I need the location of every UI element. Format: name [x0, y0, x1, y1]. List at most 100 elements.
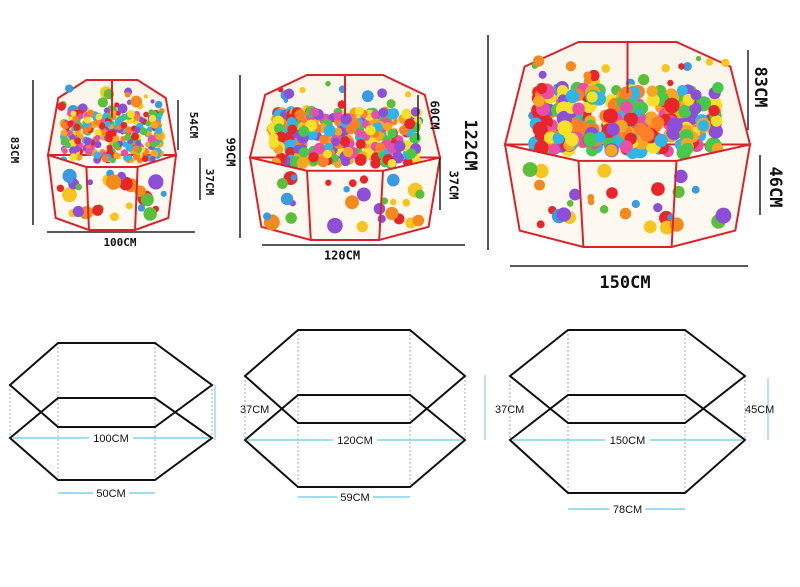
dot — [377, 88, 387, 99]
ball — [298, 147, 310, 158]
ball — [355, 128, 365, 138]
dot — [715, 207, 732, 224]
dot — [619, 207, 632, 220]
dot — [373, 202, 386, 215]
ball — [387, 159, 397, 168]
dot — [299, 87, 306, 94]
dot — [57, 102, 66, 111]
dot — [536, 220, 545, 229]
ball — [150, 121, 159, 129]
dot — [86, 179, 94, 186]
ball — [394, 140, 406, 152]
dot — [283, 98, 289, 103]
dot — [97, 97, 108, 108]
ball — [708, 104, 720, 117]
ball — [84, 116, 92, 124]
ball — [309, 107, 320, 117]
ball — [355, 139, 366, 149]
dot — [721, 58, 730, 68]
dot — [402, 198, 411, 207]
label-bg — [333, 433, 377, 447]
ball — [154, 126, 163, 135]
ball — [120, 121, 128, 129]
ball — [143, 111, 149, 118]
dot — [66, 176, 74, 184]
ball — [697, 120, 710, 132]
dot — [377, 214, 386, 223]
dimension-label: 99CM — [224, 138, 238, 167]
ball — [60, 137, 69, 145]
dot — [588, 69, 600, 82]
dot — [143, 207, 157, 221]
dimension-label: 150CM — [599, 273, 650, 293]
dimension-label: 37CM — [203, 169, 216, 196]
dot — [143, 94, 148, 99]
ball — [134, 126, 141, 134]
hexagon — [508, 329, 747, 424]
ball — [94, 128, 102, 137]
dot — [606, 187, 618, 199]
dimension-label: 59CM — [340, 492, 369, 504]
dot — [114, 102, 120, 108]
ball — [534, 129, 547, 142]
ball — [572, 102, 585, 116]
ball — [318, 134, 329, 145]
ball — [676, 84, 688, 96]
ball — [61, 121, 70, 130]
dot — [643, 220, 657, 234]
dot — [92, 204, 104, 216]
pit-seam — [378, 170, 384, 241]
ball — [371, 110, 380, 120]
ball — [94, 141, 102, 149]
dot — [556, 207, 572, 222]
ball — [333, 127, 343, 136]
ball — [115, 123, 122, 131]
dot — [599, 204, 609, 214]
dimension-label: 150CM — [610, 435, 645, 447]
ball — [294, 109, 306, 121]
ball — [708, 124, 724, 139]
dot — [130, 95, 143, 108]
ball — [557, 120, 573, 136]
dot — [415, 189, 425, 199]
ball — [83, 137, 92, 146]
ball — [313, 142, 326, 155]
ball — [365, 125, 376, 136]
ball — [620, 100, 633, 114]
ball — [145, 120, 152, 127]
ball-pit — [46, 79, 178, 231]
dimension-label: 78CM — [613, 504, 642, 516]
dot — [569, 188, 581, 201]
ball-pit — [248, 74, 442, 241]
dot — [125, 202, 133, 210]
dot — [661, 64, 670, 73]
ball — [308, 129, 318, 139]
dot — [263, 212, 272, 221]
ball — [130, 132, 140, 141]
dot — [522, 162, 538, 177]
ball — [104, 120, 112, 128]
dot — [386, 173, 400, 187]
pit-seam — [670, 160, 678, 248]
ball — [331, 137, 341, 147]
ball — [619, 140, 633, 154]
ball — [565, 89, 580, 104]
ball — [67, 130, 73, 137]
ball — [317, 155, 329, 168]
dot — [412, 214, 425, 227]
dimension-label: 60CM — [428, 101, 442, 130]
ball — [339, 136, 350, 147]
dot — [343, 185, 350, 193]
ball — [133, 114, 141, 121]
pit-front — [503, 143, 752, 248]
dot — [587, 198, 595, 206]
dimension-label: 46CM — [765, 167, 785, 208]
ball — [147, 134, 156, 143]
dot — [280, 192, 294, 206]
ball — [654, 133, 668, 148]
dot — [105, 174, 122, 190]
dot — [56, 184, 65, 193]
dot — [277, 86, 284, 93]
label-bg — [605, 433, 650, 447]
dot — [405, 91, 412, 98]
